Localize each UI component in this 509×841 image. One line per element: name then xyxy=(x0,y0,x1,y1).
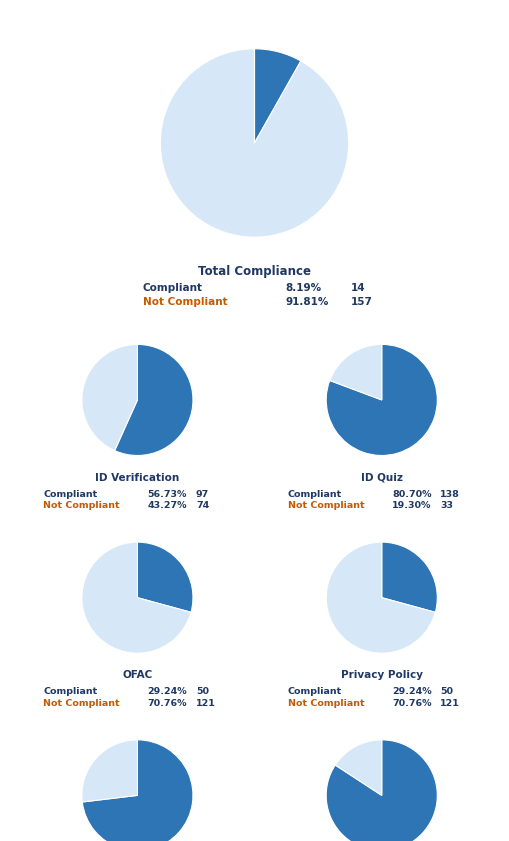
Text: Total Compliance: Total Compliance xyxy=(198,265,311,278)
Wedge shape xyxy=(82,740,193,841)
Wedge shape xyxy=(82,542,191,653)
Text: 157: 157 xyxy=(351,297,373,307)
Text: 138: 138 xyxy=(440,489,460,499)
Wedge shape xyxy=(382,542,437,612)
Text: ID Verification: ID Verification xyxy=(95,473,180,483)
Text: OFAC: OFAC xyxy=(122,670,153,680)
Text: 33: 33 xyxy=(440,501,454,510)
Text: Compliant: Compliant xyxy=(43,489,98,499)
Wedge shape xyxy=(326,740,437,841)
Text: Not Compliant: Not Compliant xyxy=(288,501,364,510)
Wedge shape xyxy=(82,740,137,802)
Text: 121: 121 xyxy=(196,699,216,708)
Text: 50: 50 xyxy=(196,687,209,696)
Text: Not Compliant: Not Compliant xyxy=(43,699,120,708)
Wedge shape xyxy=(254,49,301,143)
Text: 8.19%: 8.19% xyxy=(285,283,321,294)
Text: 70.76%: 70.76% xyxy=(148,699,187,708)
Wedge shape xyxy=(137,542,193,612)
Text: Privacy Policy: Privacy Policy xyxy=(341,670,423,680)
Wedge shape xyxy=(82,345,137,451)
Text: 29.24%: 29.24% xyxy=(392,687,432,696)
Wedge shape xyxy=(330,345,382,400)
Text: 91.81%: 91.81% xyxy=(285,297,328,307)
Text: 121: 121 xyxy=(440,699,460,708)
Wedge shape xyxy=(335,740,382,796)
Text: 50: 50 xyxy=(440,687,454,696)
Text: 29.24%: 29.24% xyxy=(148,687,187,696)
Text: 97: 97 xyxy=(196,489,209,499)
Text: Compliant: Compliant xyxy=(143,283,203,294)
Text: Compliant: Compliant xyxy=(43,687,98,696)
Text: Not Compliant: Not Compliant xyxy=(143,297,227,307)
Text: Compliant: Compliant xyxy=(288,489,342,499)
Text: 43.27%: 43.27% xyxy=(148,501,187,510)
Wedge shape xyxy=(115,345,193,456)
Text: 56.73%: 56.73% xyxy=(148,489,187,499)
Text: 70.76%: 70.76% xyxy=(392,699,432,708)
Text: ID Quiz: ID Quiz xyxy=(361,473,403,483)
Text: Not Compliant: Not Compliant xyxy=(43,501,120,510)
Text: Not Compliant: Not Compliant xyxy=(288,699,364,708)
Text: 14: 14 xyxy=(351,283,366,294)
Wedge shape xyxy=(326,345,437,456)
Text: 19.30%: 19.30% xyxy=(392,501,431,510)
Text: 74: 74 xyxy=(196,501,209,510)
Wedge shape xyxy=(326,542,435,653)
Text: 80.70%: 80.70% xyxy=(392,489,432,499)
Text: Compliant: Compliant xyxy=(288,687,342,696)
Wedge shape xyxy=(160,49,349,237)
